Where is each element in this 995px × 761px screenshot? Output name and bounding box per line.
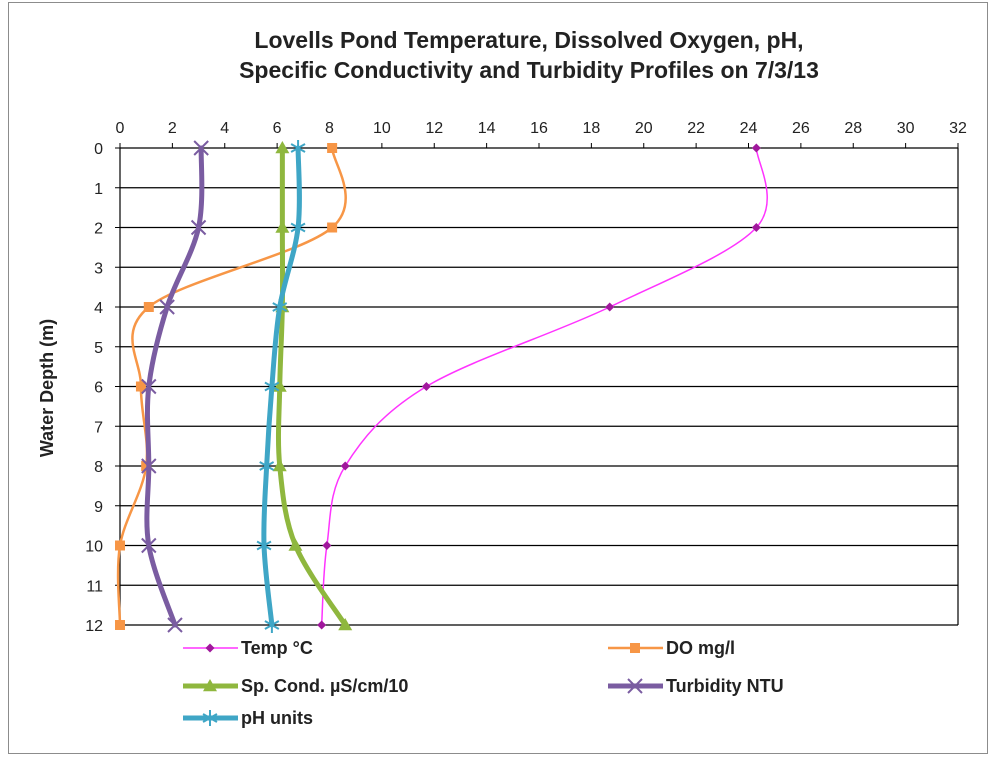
x-tick-label-24: 24 <box>740 120 758 137</box>
x-tick-label-20: 20 <box>635 120 653 137</box>
data-point-4-0 <box>290 140 306 156</box>
x-tick-label-14: 14 <box>478 120 496 137</box>
data-point-0-4 <box>340 461 350 471</box>
data-point-2-6 <box>338 618 353 631</box>
data-point-1-0 <box>327 143 338 153</box>
grid-lines <box>115 143 959 626</box>
series-group <box>115 140 768 633</box>
x-tick-label-28: 28 <box>844 120 862 137</box>
data-point-2-0 <box>275 141 290 154</box>
x-tick-label-22: 22 <box>687 120 705 137</box>
y-tick-label-5: 5 <box>94 340 103 357</box>
x-tick-label-16: 16 <box>530 120 548 137</box>
x-tick-label-32: 32 <box>949 120 967 137</box>
data-point-1-4 <box>141 461 152 471</box>
x-tick-label-4: 4 <box>220 120 229 137</box>
y-tick-label-8: 8 <box>94 459 103 476</box>
legend-label-1: DO mg/l <box>666 638 735 658</box>
y-tick-label-0: 0 <box>94 141 103 158</box>
data-point-3-0 <box>193 140 209 156</box>
data-point-1-3 <box>135 381 146 392</box>
data-point-0-2 <box>605 302 615 312</box>
x-tick-label-30: 30 <box>897 120 915 137</box>
legend-label-0: Temp °C <box>241 638 313 658</box>
y-tick-label-12: 12 <box>85 618 103 635</box>
data-point-4-2 <box>272 299 288 315</box>
series-3 <box>141 140 209 633</box>
legend-label-2: Sp. Cond. µS/cm/10 <box>241 676 408 696</box>
data-point-4-1 <box>290 219 306 236</box>
data-point-1-1 <box>327 222 338 233</box>
y-tick-label-9: 9 <box>94 499 103 516</box>
y-tick-label-1: 1 <box>94 181 103 198</box>
data-point-0-5 <box>322 541 332 550</box>
data-point-3-6 <box>167 617 183 633</box>
legend: Temp °C DO mg/l Sp. Cond. µS/cm/10 Turbidit… <box>183 638 784 728</box>
data-point-1-5 <box>115 540 125 551</box>
x-tick-label-12: 12 <box>425 120 443 137</box>
x-tick-label-0: 0 <box>116 120 125 137</box>
data-point-2-5 <box>288 538 303 551</box>
y-tick-label-6: 6 <box>94 380 103 397</box>
data-point-0-3 <box>421 382 431 391</box>
data-point-3-4 <box>141 458 157 474</box>
series-2 <box>272 141 353 631</box>
x-tick-label-26: 26 <box>792 120 810 137</box>
data-point-4-5 <box>256 537 272 554</box>
legend-marker-1 <box>630 643 640 653</box>
legend-label-3: Turbidity NTU <box>666 676 784 696</box>
series-1 <box>115 143 347 630</box>
x-tick-label-18: 18 <box>582 120 600 137</box>
y-tick-label-10: 10 <box>85 539 103 556</box>
x-tick-label-10: 10 <box>373 120 391 137</box>
x-tick-labels: 0 2 4 6 8 10 12 14 16 18 20 22 24 26 28 30 32 <box>116 120 967 137</box>
legend-marker-4 <box>202 710 218 726</box>
x-tick-label-6: 6 <box>273 120 282 137</box>
series-0 <box>317 143 768 630</box>
y-tick-label-4: 4 <box>94 300 103 317</box>
legend-label-4: pH units <box>241 708 313 728</box>
legend-marker-2 <box>203 679 217 692</box>
data-point-1-6 <box>115 620 125 630</box>
data-point-0-0 <box>751 143 761 153</box>
data-point-3-1 <box>190 219 207 236</box>
y-tick-label-3: 3 <box>94 260 103 277</box>
data-point-4-6 <box>264 617 280 633</box>
data-point-2-4 <box>272 459 287 472</box>
y-tick-label-7: 7 <box>94 419 103 436</box>
series-4 <box>256 140 306 633</box>
chart-title-line1: Lovells Pond Temperature, Dissolved Oxyg… <box>254 27 803 53</box>
chart-title-line2: Specific Conductivity and Turbidity Prof… <box>239 57 819 83</box>
y-tick-label-11: 11 <box>86 578 103 595</box>
data-point-0-1 <box>751 223 761 232</box>
series-line-0 <box>320 147 768 626</box>
data-point-1-2 <box>143 302 154 312</box>
x-tick-label-2: 2 <box>168 120 177 137</box>
data-point-4-4 <box>259 458 275 474</box>
y-tick-label-2: 2 <box>94 221 103 238</box>
data-point-3-2 <box>159 299 175 315</box>
legend-marker-0 <box>205 643 215 653</box>
y-axis-label: Water Depth (m) <box>37 319 57 457</box>
data-point-2-1 <box>275 220 290 233</box>
data-point-0-6 <box>317 620 327 630</box>
data-point-3-3 <box>141 378 157 395</box>
data-point-3-5 <box>141 537 157 554</box>
data-point-4-3 <box>264 378 280 395</box>
x-tick-label-8: 8 <box>325 120 334 137</box>
legend-marker-3 <box>627 678 643 694</box>
